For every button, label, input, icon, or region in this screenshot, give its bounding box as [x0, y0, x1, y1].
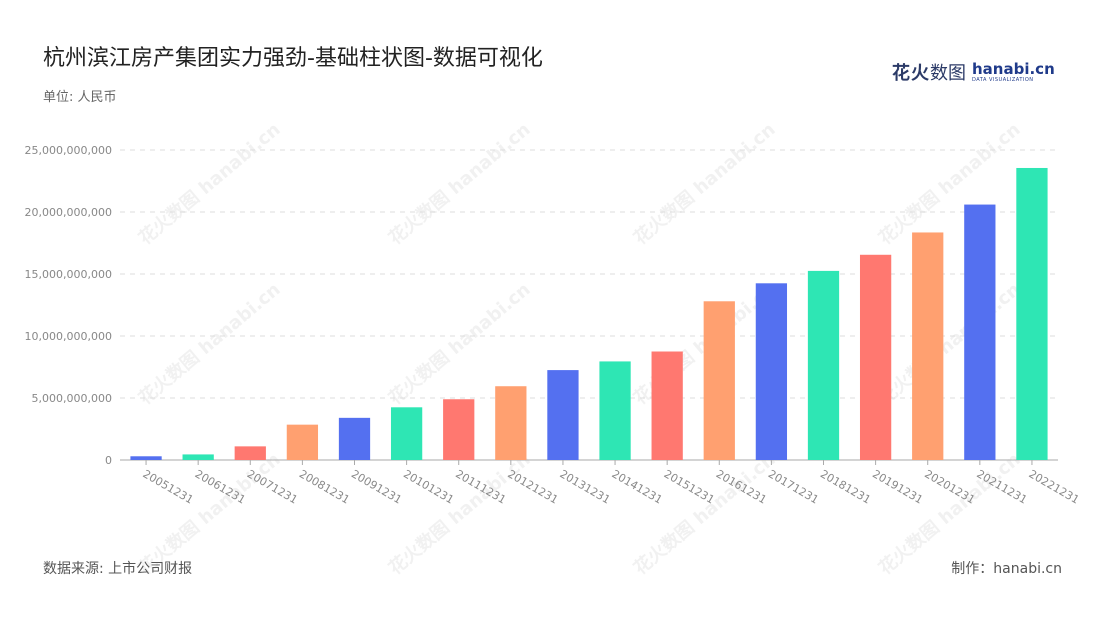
x-tick-label: 20051231: [141, 467, 196, 506]
bar: [912, 232, 944, 460]
y-tick-label: 0: [105, 454, 112, 467]
y-tick-label: 10,000,000,000: [25, 330, 112, 343]
logo-en-main: hanabi.cn: [972, 59, 1055, 78]
bar: [703, 301, 735, 460]
unit-label: 单位: 人民币: [43, 90, 117, 105]
y-tick-label: 20,000,000,000: [25, 206, 112, 219]
bar: [182, 454, 214, 460]
bar: [130, 456, 162, 460]
x-tick-label: 20091231: [349, 467, 404, 506]
x-tick-label: 20121231: [505, 467, 560, 506]
x-tick-label: 20171231: [766, 467, 821, 506]
bar: [443, 399, 475, 460]
bar: [599, 361, 631, 460]
x-tick-label: 20181231: [818, 467, 873, 506]
bar: [1016, 167, 1048, 461]
logo-en: hanabi.cn DATA VISUALIZATION: [972, 59, 1055, 83]
bar: [495, 386, 527, 460]
logo-cn-b: 数图: [930, 63, 966, 84]
maker-credit: 制作：hanabi.cn: [951, 561, 1062, 577]
bar: [390, 407, 423, 460]
x-tick-label: 20071231: [245, 467, 300, 506]
chart-title: 杭州滨江房产集团实力强劲-基础柱状图-数据可视化: [43, 46, 543, 71]
x-tick-label: 20081231: [297, 467, 352, 506]
logo-cn-a: 花火: [892, 63, 930, 84]
x-tick-label: 20201231: [922, 467, 977, 506]
bar: [651, 351, 683, 460]
bar: [807, 270, 840, 460]
bar: [338, 417, 371, 460]
brand-logo: 花火 数图 hanabi.cn DATA VISUALIZATION: [892, 60, 1055, 84]
x-tick-label: 20141231: [610, 467, 665, 506]
x-tick-label: 20191231: [870, 467, 925, 506]
x-tick-label: 20131231: [557, 467, 612, 506]
x-tick-label: 20101231: [401, 467, 456, 506]
logo-en-sub: DATA VISUALIZATION: [972, 76, 1034, 83]
x-tick-label: 20111231: [453, 467, 508, 506]
data-source: 数据来源: 上市公司财报: [43, 561, 193, 577]
bar: [286, 424, 319, 460]
x-tick-label: 20151231: [662, 467, 717, 506]
x-tick-label: 20061231: [193, 467, 248, 506]
x-tick-label: 20161231: [714, 467, 769, 506]
bar: [234, 446, 266, 460]
bar: [755, 283, 788, 460]
x-tick-label: 20211231: [974, 467, 1029, 506]
x-tick-label: 20221231: [1026, 467, 1081, 506]
y-tick-label: 5,000,000,000: [32, 392, 112, 405]
bar: [859, 254, 892, 460]
bar: [964, 204, 996, 460]
bar: [547, 370, 579, 460]
y-tick-label: 15,000,000,000: [25, 268, 112, 281]
y-tick-label: 25,000,000,000: [25, 144, 112, 157]
